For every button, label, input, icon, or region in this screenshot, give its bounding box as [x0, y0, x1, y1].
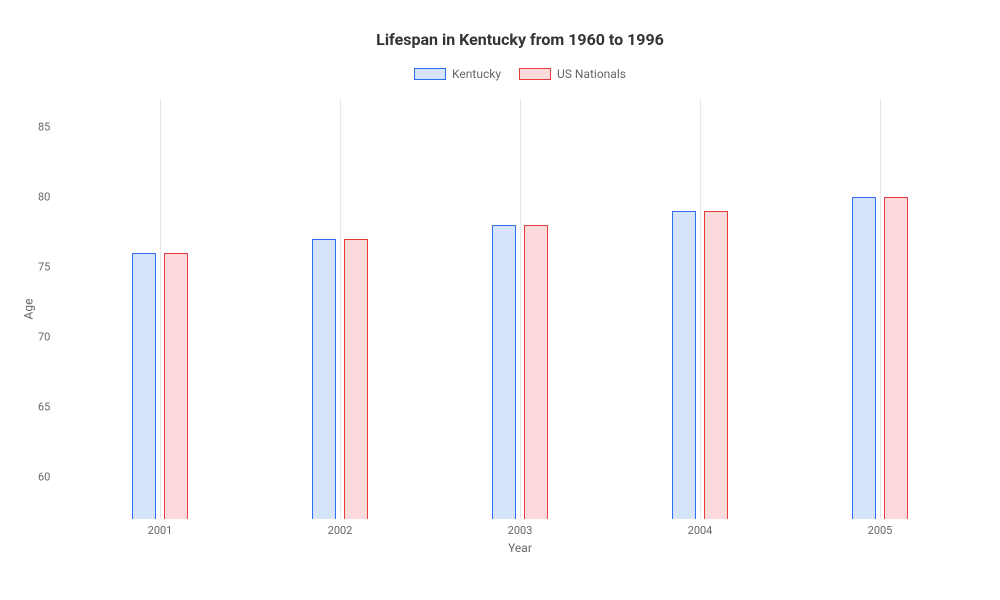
bar: [312, 239, 336, 519]
legend-label: US Nationals: [557, 67, 626, 81]
bar: [852, 197, 876, 519]
bar: [492, 225, 516, 519]
bar: [132, 253, 156, 519]
x-tick: 2001: [148, 524, 173, 537]
bar-group: [312, 239, 368, 519]
bar: [164, 253, 188, 519]
y-tick: 60: [38, 471, 50, 484]
bar-group: [132, 253, 188, 519]
y-tick: 85: [38, 121, 50, 134]
bar-group: [852, 197, 908, 519]
y-tick: 70: [38, 331, 50, 344]
legend-item-kentucky: Kentucky: [414, 67, 501, 81]
legend: Kentucky US Nationals: [70, 67, 970, 81]
bar: [344, 239, 368, 519]
legend-swatch-usnationals: [519, 68, 551, 80]
legend-label: Kentucky: [452, 67, 501, 81]
bar: [672, 211, 696, 519]
y-axis-label: Age: [21, 299, 35, 320]
bar: [704, 211, 728, 519]
y-tick: 75: [38, 261, 50, 274]
y-tick: 80: [38, 191, 50, 204]
x-axis-label: Year: [508, 541, 532, 555]
bar-group: [492, 225, 548, 519]
x-tick: 2003: [508, 524, 533, 537]
x-tick: 2005: [868, 524, 893, 537]
chart-container: Lifespan in Kentucky from 1960 to 1996 K…: [0, 0, 1000, 600]
y-tick: 65: [38, 401, 50, 414]
bar-group: [672, 211, 728, 519]
chart-title: Lifespan in Kentucky from 1960 to 1996: [70, 30, 970, 49]
plot-area: Age Year 6065707580852001200220032004200…: [70, 99, 970, 519]
legend-swatch-kentucky: [414, 68, 446, 80]
x-tick: 2004: [688, 524, 713, 537]
legend-item-usnationals: US Nationals: [519, 67, 626, 81]
x-tick: 2002: [328, 524, 353, 537]
bar: [524, 225, 548, 519]
bar: [884, 197, 908, 519]
